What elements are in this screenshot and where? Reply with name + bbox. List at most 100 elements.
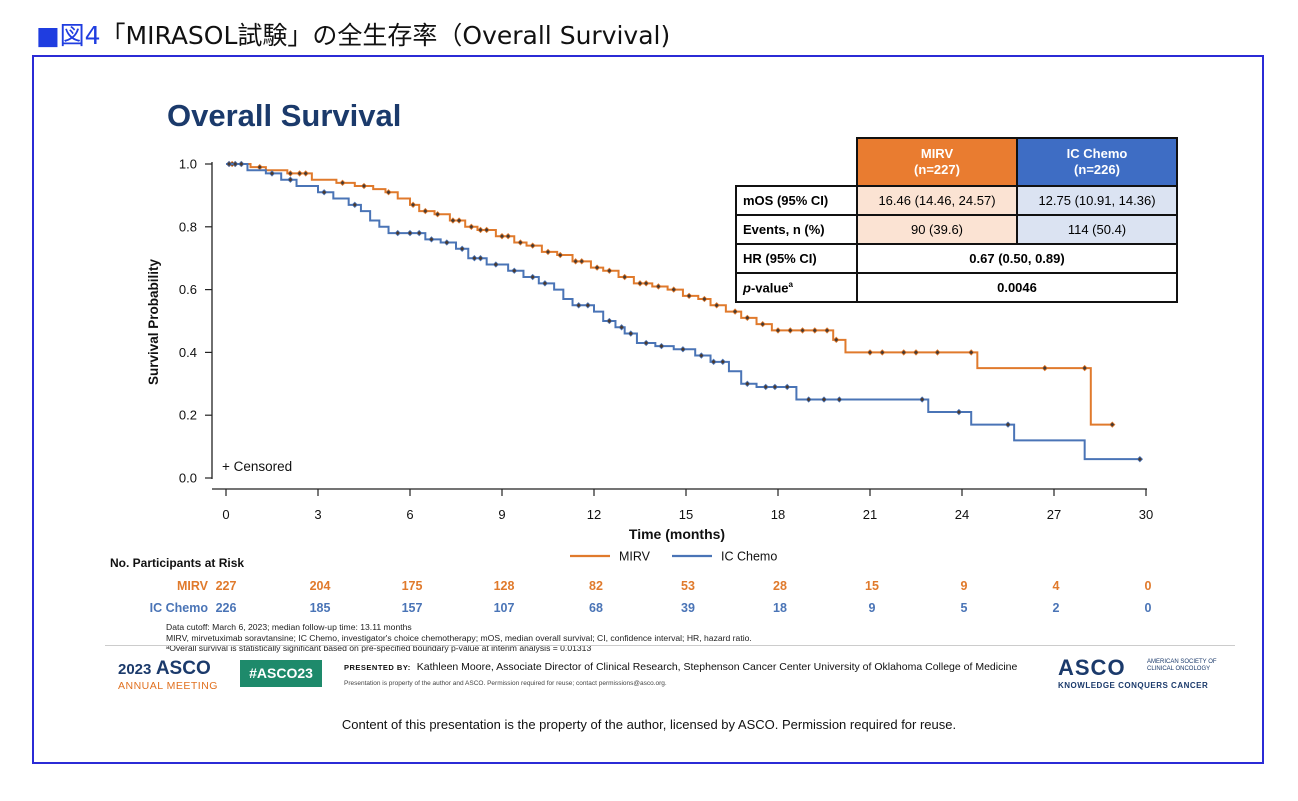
censor-mark <box>406 229 414 237</box>
stats-row-label: Events, n (%) <box>735 214 858 245</box>
asco-wordmark: ASCO <box>1058 655 1126 680</box>
censor-mark <box>416 229 423 237</box>
stats-header-mirv: MIRV (n=227) <box>856 137 1018 187</box>
censor-mark <box>511 267 518 274</box>
stats-row-label: mOS (95% CI) <box>735 185 858 216</box>
censor-mark <box>731 308 739 315</box>
x-tick-label: 12 <box>587 507 601 522</box>
censor-mark <box>544 248 552 256</box>
censor-mark <box>762 383 769 391</box>
x-tick-label: 15 <box>679 507 693 522</box>
censor-mark <box>713 302 720 309</box>
censor-mark <box>918 396 926 403</box>
heading-square: ■ <box>36 21 60 50</box>
censor-mark <box>784 383 791 391</box>
y-tick-label: 0.6 <box>179 282 197 297</box>
censor-mark <box>225 160 233 168</box>
at-risk-value: 157 <box>401 601 423 615</box>
censor-mark <box>529 273 536 281</box>
censor-mark <box>719 358 726 365</box>
censor-mark <box>799 327 806 334</box>
at-risk-value: 39 <box>681 601 695 615</box>
censor-mark <box>879 349 886 356</box>
y-tick-label: 1.0 <box>179 157 197 172</box>
censor-mark <box>483 226 490 234</box>
censor-mark <box>339 179 346 187</box>
y-tick-label: 0.0 <box>179 471 197 486</box>
censor-mark <box>698 352 705 359</box>
slide-frame <box>32 55 1264 764</box>
censor-mark <box>642 339 650 347</box>
censor-mark <box>394 229 401 237</box>
stats-cell-mirv: 16.46 (14.46, 24.57) <box>856 185 1018 216</box>
censor-mark <box>621 273 628 281</box>
at-risk-value: 175 <box>401 579 423 593</box>
at-risk-value: 204 <box>309 579 331 593</box>
logo-annual-meeting: ANNUAL MEETING <box>118 680 218 692</box>
censor-mark <box>287 176 294 183</box>
bottom-copyright-note: Content of this presentation is the prop… <box>341 717 957 732</box>
stats-header-mirv-n: (n=227) <box>914 162 960 177</box>
censor-mark <box>833 336 840 344</box>
logo-asco: ASCO <box>155 658 211 679</box>
at-risk-value: 185 <box>309 601 331 615</box>
censor-mark <box>685 292 693 300</box>
censor-mark <box>701 295 708 303</box>
censor-mark <box>636 280 644 287</box>
censor-mark <box>529 242 536 249</box>
censor-mark <box>238 160 245 168</box>
censor-mark <box>823 327 831 334</box>
p-value-sup: a <box>788 279 793 289</box>
censor-mark <box>455 217 463 224</box>
legend-label-mirv: MIRV <box>619 550 651 564</box>
censor-mark <box>302 170 309 177</box>
censor-mark <box>1004 421 1012 428</box>
x-tick-label: 3 <box>314 507 321 522</box>
censor-mark <box>642 280 650 287</box>
stats-row: Events, n (%) 90 (39.6) 114 (50.4) <box>735 214 1178 245</box>
stats-table: MIRV (n=227) IC Chemo (n=226) mOS (95% C… <box>735 137 1178 303</box>
censor-mark <box>1081 364 1088 372</box>
censor-mark <box>578 258 585 265</box>
x-tick-label: 6 <box>406 507 413 522</box>
x-tick-label: 27 <box>1047 507 1061 522</box>
censor-mark <box>296 170 303 177</box>
censored-legend: + Censored <box>222 459 292 474</box>
censor-mark <box>900 349 907 356</box>
censor-mark <box>658 342 665 350</box>
stats-header-row: MIRV (n=227) IC Chemo (n=226) <box>736 137 1178 187</box>
censor-mark <box>805 396 812 403</box>
censor-mark <box>541 280 549 287</box>
presented-by-label: PRESENTED BY: <box>344 663 411 672</box>
censor-mark <box>1041 364 1048 372</box>
at-risk-value: 18 <box>773 601 787 615</box>
x-tick-label: 0 <box>222 507 229 522</box>
censor-mark <box>606 317 613 325</box>
censor-mark <box>710 358 717 365</box>
x-tick-label: 24 <box>955 507 969 522</box>
y-tick-label: 0.4 <box>179 345 197 360</box>
y-axis-label: Survival Probability <box>146 258 161 385</box>
at-risk-value: 0 <box>1144 579 1152 593</box>
at-risk-value: 28 <box>773 579 787 593</box>
stats-row: HR (95% CI) 0.67 (0.50, 0.89) <box>735 243 1178 274</box>
censor-mark <box>498 233 506 240</box>
censor-mark <box>679 346 687 353</box>
stats-row-label: HR (95% CI) <box>735 243 858 274</box>
censor-mark <box>627 330 634 337</box>
censor-mark <box>256 163 263 171</box>
km-curve-ic-chemo <box>226 163 1140 461</box>
x-tick-label: 21 <box>863 507 877 522</box>
censor-mark <box>351 201 358 208</box>
at-risk-value: 107 <box>493 601 515 615</box>
censor-mark <box>320 189 328 196</box>
censor-mark <box>820 396 828 403</box>
censor-mark <box>575 302 582 309</box>
figure-heading: ■図4「MIRASOL試験」の全生存率（Overall Survival) <box>36 16 670 52</box>
presented-by: PRESENTED BY: Kathleen Moore, Associate D… <box>344 661 1017 673</box>
censor-mark <box>232 160 239 168</box>
stats-row: mOS (95% CI) 16.46 (14.46, 24.57) 12.75 … <box>735 185 1178 216</box>
censor-mark <box>449 217 457 224</box>
censor-mark <box>504 233 512 240</box>
